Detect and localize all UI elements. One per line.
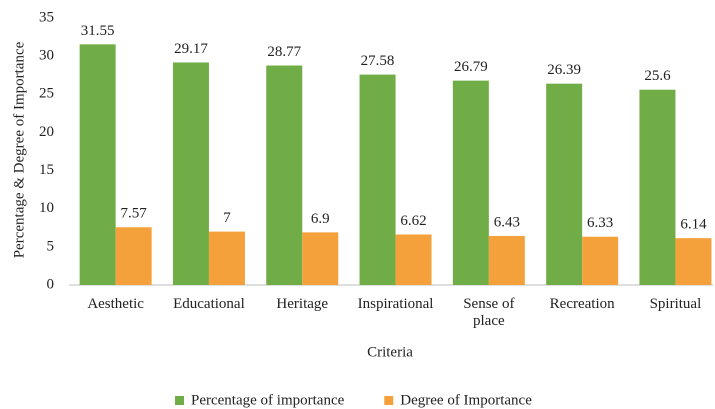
- x-tick-label: Heritage: [276, 296, 329, 312]
- legend-label: Degree of Importance: [400, 392, 532, 408]
- data-label: 31.55: [81, 23, 115, 39]
- legend-swatch: [384, 396, 394, 405]
- bar: [266, 65, 303, 285]
- x-tick-label: Sense of place: [463, 296, 515, 329]
- data-label: 25.6: [644, 68, 671, 84]
- x-axis-title: Criteria: [367, 344, 413, 360]
- y-tick-label: 35: [39, 9, 54, 25]
- y-tick-label: 30: [39, 48, 54, 64]
- data-label: 6.62: [400, 213, 426, 229]
- data-label: 29.17: [174, 41, 208, 57]
- bar: [208, 231, 245, 285]
- data-label: 6.43: [494, 214, 520, 230]
- bar: [115, 227, 152, 285]
- data-label: 28.77: [267, 44, 301, 60]
- legend-swatch: [175, 396, 184, 405]
- y-axis-title: Percentage & Degree of Importance: [11, 41, 27, 258]
- data-label: 7: [223, 210, 231, 226]
- x-tick-label: Educational: [173, 296, 245, 312]
- x-tick-label: Aesthetic: [87, 296, 144, 312]
- bar: [172, 62, 209, 285]
- y-tick-label: 20: [39, 124, 54, 140]
- bar: [302, 232, 339, 285]
- y-tick-label: 25: [39, 86, 54, 102]
- data-label: 26.39: [547, 62, 581, 78]
- y-tick-label: 0: [47, 276, 55, 292]
- bar: [395, 234, 432, 285]
- data-label: 6.14: [680, 217, 707, 233]
- bar: [675, 238, 712, 285]
- bar: [359, 74, 396, 285]
- data-label: 7.57: [121, 206, 148, 222]
- y-tick-label: 15: [39, 162, 54, 178]
- x-tick-label: Recreation: [549, 296, 615, 312]
- y-tick-label: 5: [47, 238, 55, 254]
- bar: [639, 89, 676, 285]
- x-tick-label: Inspirational: [357, 296, 434, 312]
- bar: [546, 83, 583, 285]
- legend-label: Percentage of importance: [191, 392, 345, 408]
- data-label: 26.79: [454, 59, 488, 75]
- bar: [79, 44, 116, 285]
- x-tick-label: Spiritual: [649, 296, 702, 312]
- y-tick-label: 10: [39, 200, 54, 216]
- data-label: 6.33: [587, 215, 613, 231]
- data-label: 6.9: [311, 211, 330, 227]
- bar: [488, 235, 525, 285]
- bar: [452, 80, 489, 285]
- data-label: 27.58: [361, 53, 395, 69]
- bar: [582, 236, 619, 285]
